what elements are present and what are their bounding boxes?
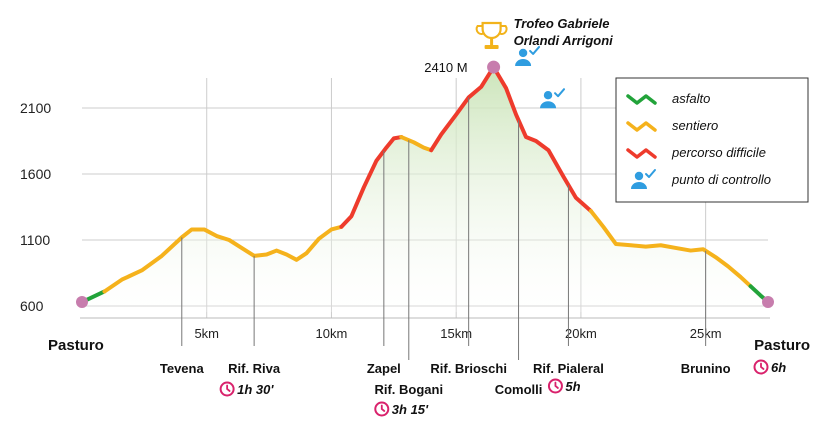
legend-label: sentiero xyxy=(672,118,718,133)
legend-item: asfalto xyxy=(626,91,710,106)
clock-icon xyxy=(547,378,563,394)
trophy-title-line-1: Trofeo Gabriele xyxy=(514,16,610,31)
waypoint-name: Rif. Brioschi xyxy=(430,361,507,376)
x-tick-label: 15km xyxy=(440,326,472,341)
y-tick-label: 1100 xyxy=(20,232,50,248)
route-segment-percorso-difficile xyxy=(429,65,593,213)
peak-marker xyxy=(487,60,501,74)
elevation-area xyxy=(82,67,768,312)
route-segment-sentiero xyxy=(588,208,753,289)
x-tick-label: 5km xyxy=(194,326,219,341)
control-point-icon xyxy=(540,88,566,109)
legend-swatch xyxy=(626,121,657,132)
route-segment-percorso-difficile xyxy=(339,135,404,229)
trophy-icon xyxy=(475,21,508,49)
waypoint-time: 5h xyxy=(565,379,580,394)
route-segment-sentiero xyxy=(399,135,434,153)
end-label: Pasturo xyxy=(754,337,810,354)
peak-elevation-label: 2410 M xyxy=(424,60,467,75)
waypoint-name: Brunino xyxy=(681,361,731,376)
end-marker xyxy=(762,296,774,309)
legend-swatch xyxy=(626,94,657,105)
x-tick-label: 10km xyxy=(316,326,348,341)
x-tick-label: 20km xyxy=(565,326,597,341)
legend-swatch xyxy=(626,148,657,159)
legend-item: sentiero xyxy=(626,118,718,133)
waypoint-name: Tevena xyxy=(160,361,205,376)
y-tick-label: 600 xyxy=(20,298,44,314)
legend-item: percorso difficile xyxy=(626,145,766,160)
y-tick-label: 1600 xyxy=(20,166,51,182)
legend-control-icon xyxy=(631,169,656,189)
legend-label: asfalto xyxy=(672,91,710,106)
control-point-icon xyxy=(515,45,541,66)
trophy-title-line-2: Orlandi Arrigoni xyxy=(514,33,614,48)
waypoint-name: Rif. Riva xyxy=(228,361,281,376)
clock-icon xyxy=(753,359,769,375)
route-segments xyxy=(76,60,774,309)
waypoint-time: 1h 30' xyxy=(237,382,274,397)
waypoint-name: Rif. Bogani xyxy=(374,382,443,397)
area-fill xyxy=(82,67,768,312)
legend-item: punto di controllo xyxy=(631,169,771,189)
end-time: 6h xyxy=(771,360,786,375)
waypoint-labels: 2410 M Trofeo Gabriele Orlandi Arrigoni Tev… xyxy=(48,16,810,417)
y-tick-label: 2100 xyxy=(20,100,51,116)
waypoint-name: Comolli xyxy=(495,382,543,397)
route-segment-sentiero xyxy=(102,224,344,294)
legend-label: punto di controllo xyxy=(671,172,771,187)
start-label: Pasturo xyxy=(48,337,104,354)
legend: asfalto sentiero percorso difficile punto d… xyxy=(615,77,809,203)
clock-icon xyxy=(374,401,390,417)
legend-label: percorso difficile xyxy=(671,145,766,160)
waypoint-time: 3h 15' xyxy=(392,402,429,417)
waypoint-name: Zapel xyxy=(367,361,401,376)
start-marker xyxy=(76,296,88,309)
clock-icon xyxy=(219,381,235,397)
waypoint-name: Rif. Pialeral xyxy=(533,361,604,376)
